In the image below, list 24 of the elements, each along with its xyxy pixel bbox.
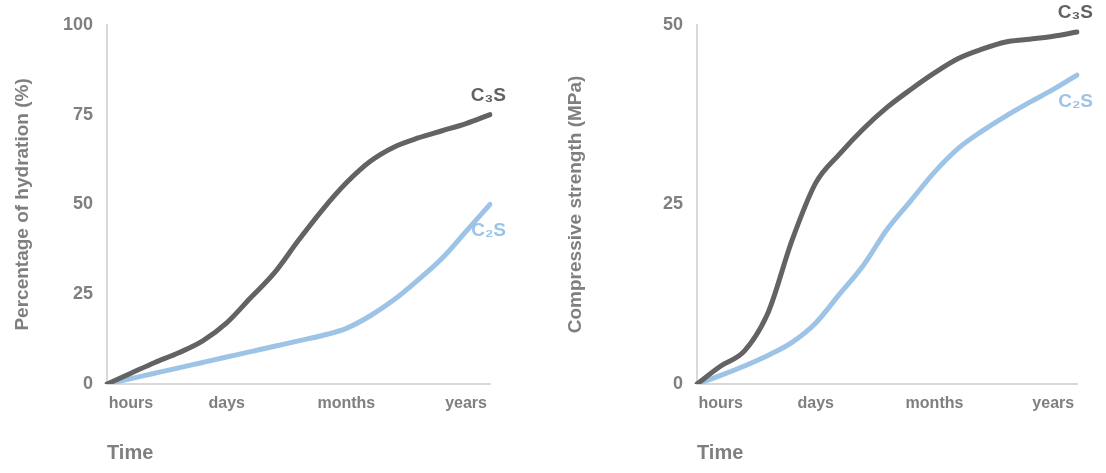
x-tick-label: years bbox=[445, 394, 488, 412]
y-tick-label: 25 bbox=[662, 193, 683, 214]
x-tick-label: hours bbox=[108, 394, 154, 412]
x-tick-label: months bbox=[905, 394, 964, 412]
y-axis-title: Percentage of hydration (%) bbox=[10, 78, 32, 331]
y-axis-title: Compressive strength (MPa) bbox=[563, 75, 585, 334]
y-tick-label: 0 bbox=[82, 372, 93, 393]
y-tick-label: 50 bbox=[72, 193, 93, 214]
y-tick-label: 100 bbox=[62, 13, 93, 34]
series-label: C₂S bbox=[1058, 90, 1093, 112]
series-label: C₃S bbox=[1057, 0, 1093, 22]
series-label: C₂S bbox=[471, 219, 506, 241]
x-axis-title: Time bbox=[697, 440, 744, 463]
y-tick-label: 0 bbox=[672, 372, 683, 393]
y-tick-label: 75 bbox=[72, 103, 93, 124]
x-tick-label: months bbox=[317, 394, 376, 412]
series-label: C₃S bbox=[470, 83, 506, 105]
x-axis-title: Time bbox=[107, 440, 154, 463]
x-tick-label: hours bbox=[698, 394, 744, 412]
x-tick-label: days bbox=[797, 394, 835, 412]
y-tick-label: 50 bbox=[662, 13, 683, 34]
x-tick-label: days bbox=[208, 394, 246, 412]
y-tick-label: 25 bbox=[72, 283, 93, 304]
x-tick-label: years bbox=[1032, 394, 1075, 412]
